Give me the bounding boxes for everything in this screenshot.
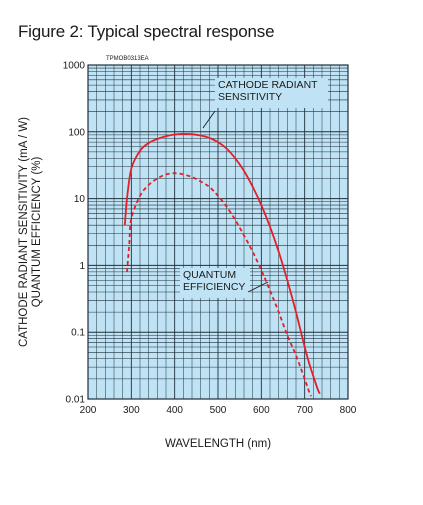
x-tick-label: 600 xyxy=(253,405,270,416)
qe-annotation-text: EFFICIENCY xyxy=(183,281,245,293)
y-tick-label: 100 xyxy=(68,127,85,138)
cathode-annotation-leader xyxy=(202,110,216,129)
x-tick-label: 400 xyxy=(166,405,183,416)
y-tick-labels: 0.01 0.1 1 10 100 1000 xyxy=(63,61,86,406)
cathode-sensitivity-curve xyxy=(123,133,321,395)
x-tick-label: 700 xyxy=(296,405,313,416)
qe-annotation-box xyxy=(180,268,250,298)
figure-code: TPMOB0313EA xyxy=(106,56,149,62)
y-axis-title-line2: QUANTUM EFFICIENCY (%) xyxy=(31,157,43,308)
y-axis-title-line1: CATHODE RADIANT SENSITIVITY (mA / W) xyxy=(18,117,30,347)
qe-annotation-text: QUANTUM xyxy=(183,269,236,281)
cathode-annotation-text: CATHODE RADIANT xyxy=(218,79,318,91)
y-tick-label: 0.01 xyxy=(66,395,86,406)
qe-annotation-leader xyxy=(247,281,269,293)
cathode-annotation-text: SENSITIVITY xyxy=(218,91,282,103)
plot-frame xyxy=(87,64,349,400)
x-tick-label: 200 xyxy=(80,405,97,416)
cathode-annotation-box xyxy=(215,78,328,108)
y-tick-label: 1 xyxy=(79,261,85,272)
x-tick-label: 300 xyxy=(123,405,140,416)
x-tick-label: 800 xyxy=(340,405,357,416)
y-tick-label: 10 xyxy=(74,194,86,205)
y-tick-label: 0.1 xyxy=(71,328,85,339)
figure-title: Figure 2: Typical spectral response xyxy=(18,22,275,41)
y-tick-label: 1000 xyxy=(63,61,86,72)
x-axis-title: WAVELENGTH (nm) xyxy=(165,438,271,450)
x-tick-labels: 200 300 400 500 600 700 800 xyxy=(80,405,357,416)
quantum-efficiency-curve xyxy=(126,172,313,397)
x-tick-label: 500 xyxy=(210,405,227,416)
data-series xyxy=(123,133,321,397)
